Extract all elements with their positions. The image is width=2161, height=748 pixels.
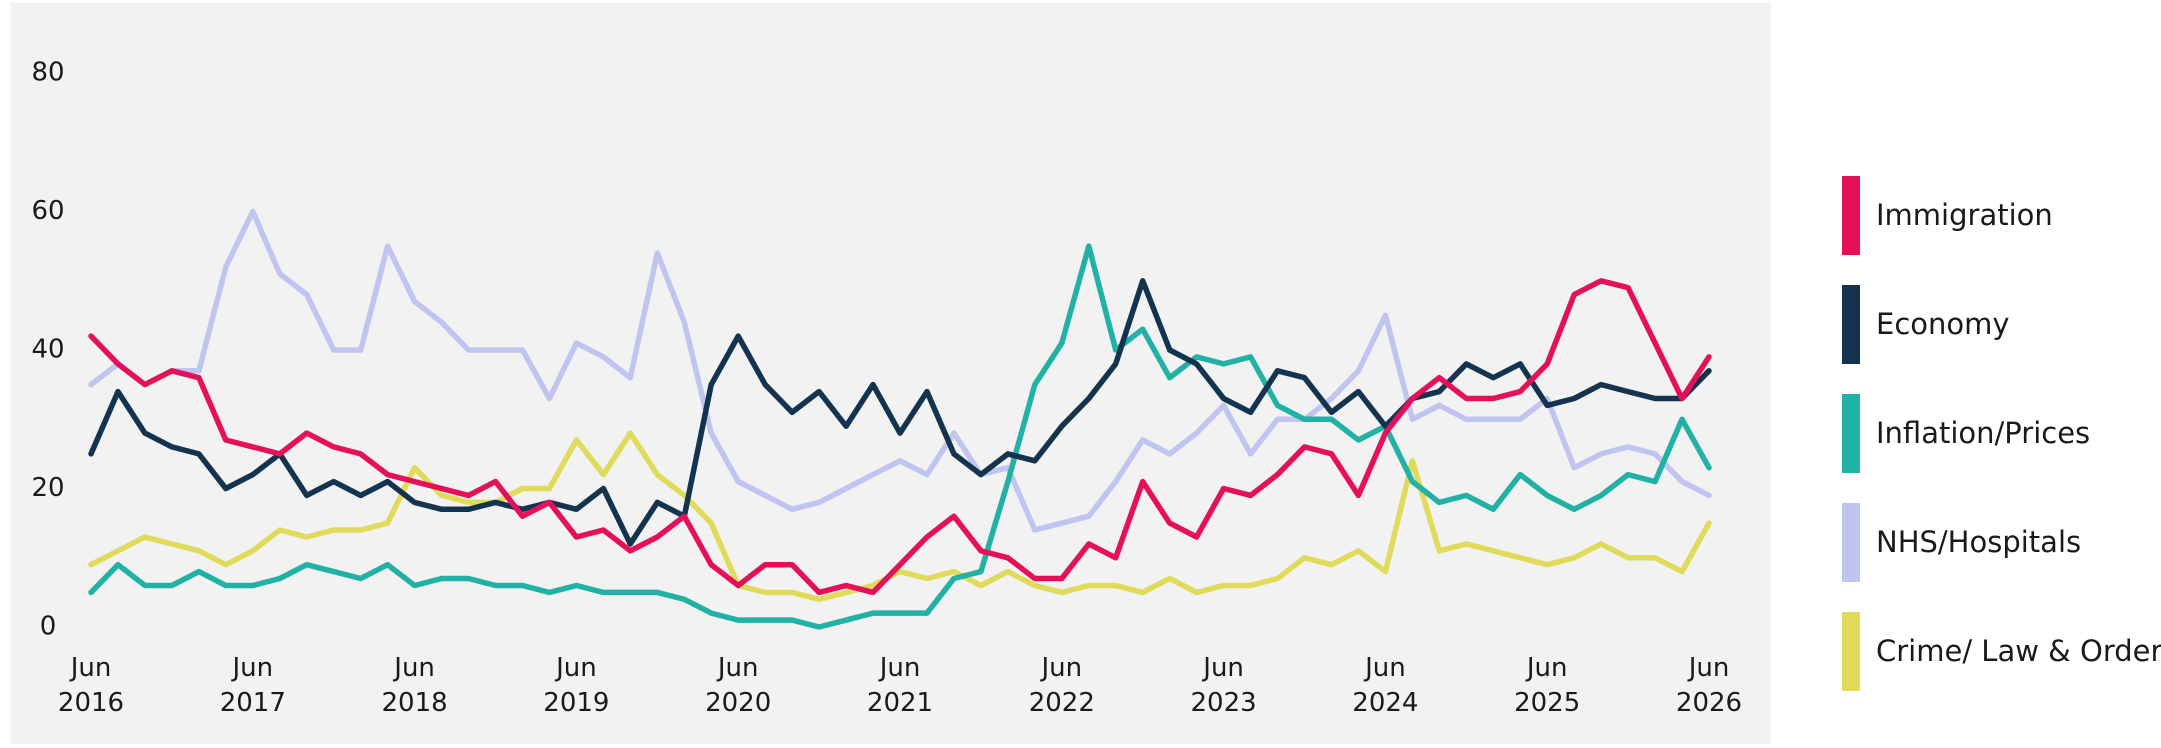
series-line: [88, 430, 1712, 603]
legend-swatch: [1842, 285, 1860, 364]
x-tick-label: Jun 2020: [705, 653, 772, 718]
y-tick-label: 20: [31, 473, 64, 503]
legend-swatch: [1842, 394, 1860, 473]
legend-label: Crime/ Law & Order: [1876, 634, 2161, 668]
legend-label: Economy: [1876, 307, 2010, 341]
series-line: [88, 278, 1712, 547]
x-tick-label: Jun 2019: [543, 653, 610, 718]
y-tick-label: 40: [31, 335, 64, 365]
series-line: [88, 208, 1712, 533]
x-tick-label: Jun 2021: [866, 653, 934, 718]
legend-label: NHS/Hospitals: [1876, 525, 2082, 559]
legend-swatch: [1842, 176, 1860, 255]
x-tick-label: Jun 2023: [1190, 653, 1257, 718]
x-tick-label: Jun 2018: [381, 653, 448, 718]
legend-label: Inflation/Prices: [1876, 416, 2091, 450]
y-tick-label: 0: [40, 612, 57, 642]
x-tick-label: Jun 2017: [219, 653, 286, 718]
x-tick-label: Jun 2024: [1352, 653, 1419, 718]
x-tick-label: Jun 2025: [1514, 653, 1581, 718]
plot-background: [11, 3, 1771, 744]
legend-label: Immigration: [1876, 198, 2053, 232]
y-tick-label: 80: [31, 58, 64, 88]
x-tick-label: Jun 2026: [1675, 653, 1743, 718]
x-tick-label: Jun 2016: [57, 653, 125, 718]
legend-swatch: [1842, 503, 1860, 582]
y-tick-label: 60: [31, 196, 64, 226]
legend-swatch: [1842, 612, 1860, 691]
series-line: [88, 243, 1712, 630]
series-line: [88, 278, 1712, 596]
x-tick-label: Jun 2022: [1028, 653, 1095, 718]
